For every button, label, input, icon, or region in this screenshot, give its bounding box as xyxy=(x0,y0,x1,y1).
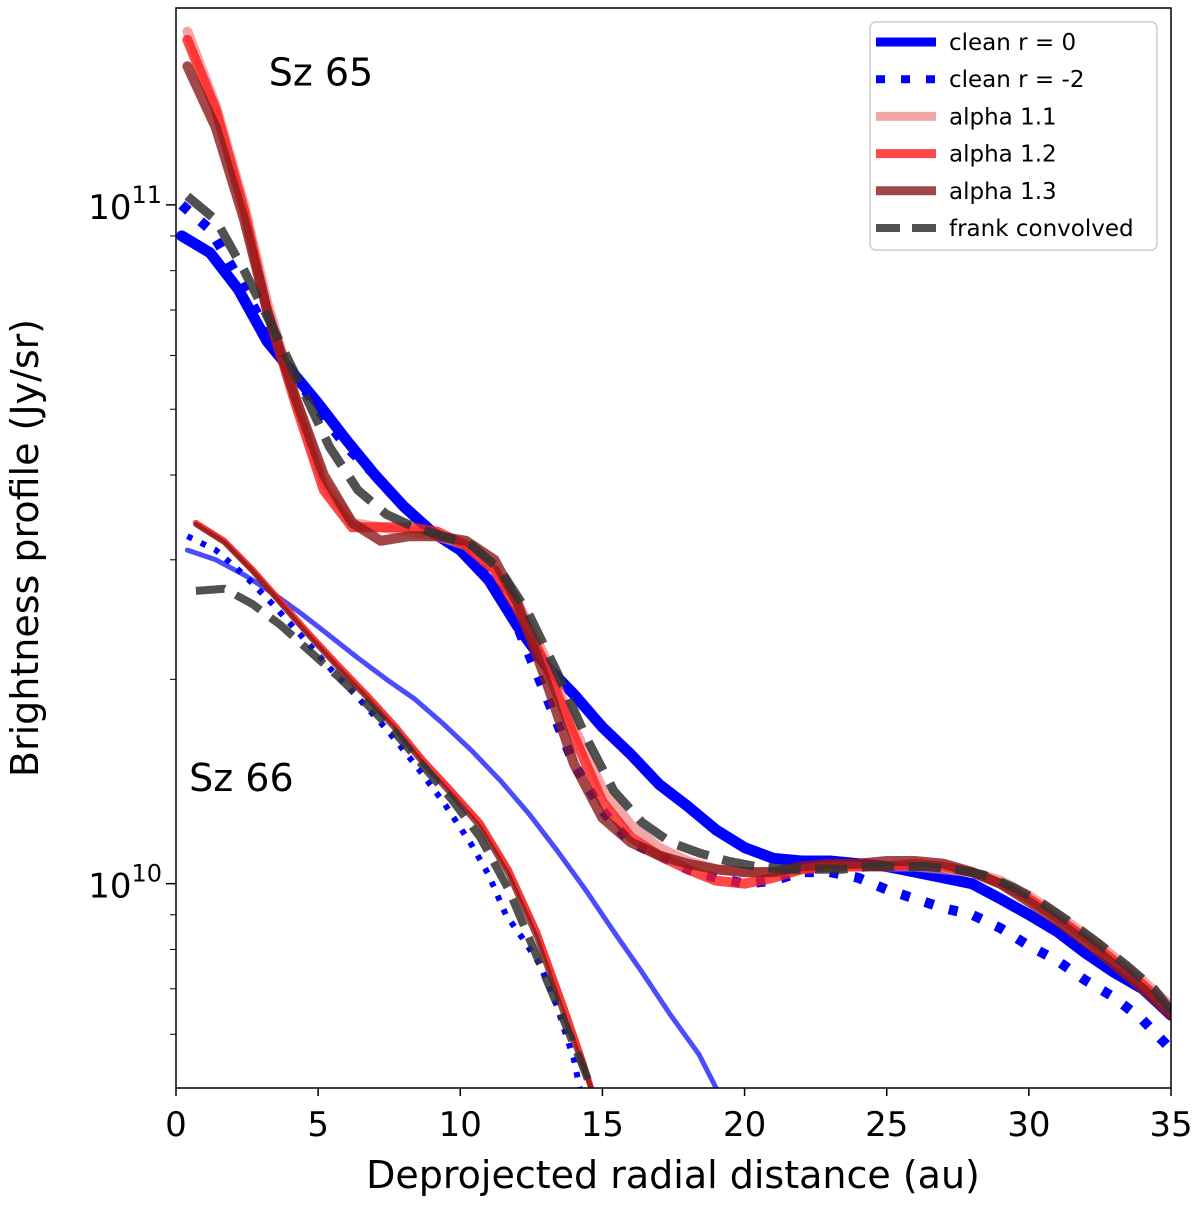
annotation-sz66: Sz 66 xyxy=(189,756,294,800)
series-layer xyxy=(176,26,1171,1088)
x-tick-label: 10 xyxy=(439,1105,482,1145)
series-sz-66-clean-r-2 xyxy=(186,533,583,1088)
legend-label-alpha-1-3: alpha 1.3 xyxy=(949,179,1057,205)
legend: clean r = 0 clean r = -2 alpha 1.1 alpha 1.… xyxy=(869,21,1158,251)
legend-label-alpha-1-1: alpha 1.1 xyxy=(949,104,1057,130)
series-sz-65-clean-r-2 xyxy=(178,201,1171,1053)
y-tick-label: 1010 xyxy=(88,860,162,907)
legend-box xyxy=(869,21,1158,251)
annotation-sz65: Sz 65 xyxy=(269,50,374,94)
series-sz-65-frank-convolved xyxy=(184,192,1171,1014)
x-axis-label: Deprojected radial distance (au) xyxy=(366,1153,980,1197)
legend-label-frank-convolved: frank convolved xyxy=(949,216,1134,242)
series-sz-66-frank-convolved xyxy=(195,584,595,1088)
x-tick-label: 25 xyxy=(865,1105,908,1145)
x-tick-label: 0 xyxy=(165,1105,187,1145)
x-tick-label: 15 xyxy=(581,1105,624,1145)
y-tick-label: 1011 xyxy=(88,181,162,228)
x-tick-label: 30 xyxy=(1007,1105,1050,1145)
y-axis-label: Brightness profile (Jy/sr) xyxy=(3,319,47,777)
x-tick-label: 5 xyxy=(307,1105,329,1145)
legend-label-alpha-1-2: alpha 1.2 xyxy=(949,142,1057,168)
x-tick-label: 35 xyxy=(1149,1105,1192,1145)
legend-label-clean-r-0: clean r = 0 xyxy=(949,30,1076,56)
x-tick-label: 20 xyxy=(723,1105,766,1145)
plot-frame xyxy=(175,7,1172,1089)
legend-label-clean-r-2: clean r = -2 xyxy=(949,67,1084,93)
axis-ticks: 0 5 10 15 20 25 30 35 1010 1011 xyxy=(88,181,1192,1145)
